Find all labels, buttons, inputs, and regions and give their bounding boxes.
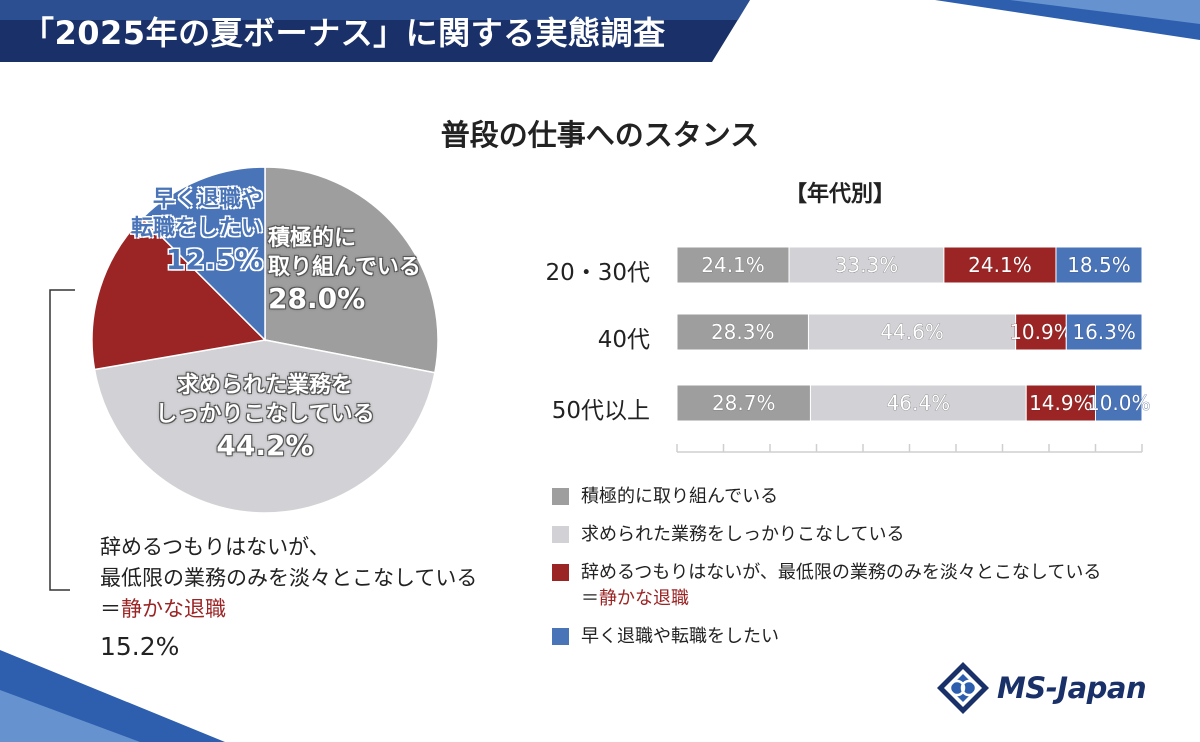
bar-segment-row0-quiet [943, 246, 1057, 284]
pie-label-normal-pct: 44.2% [216, 429, 314, 462]
legend-text-quiet-main: 辞めるつもりはないが、最低限の業務のみを淡々とこなしている [581, 562, 1102, 583]
bar-label-row0-quiet: 24.1% [968, 253, 1032, 277]
pie-slice-active [264, 166, 439, 374]
bar-segment-row0-quit [1055, 246, 1143, 284]
legend-swatch-quit [552, 628, 569, 645]
bar-label-row1-active: 28.3% [711, 320, 775, 344]
bar-label-row2-quiet: 14.9% [1029, 391, 1093, 415]
pie-label-active-line1: 積極的に [268, 226, 357, 251]
chart-title: 普段の仕事へのスタンス [440, 118, 760, 152]
header-banner: 「2025年の夏ボーナス」に関する実態調査 [0, 0, 750, 62]
bar-label-row2-active: 28.7% [712, 391, 776, 415]
legend: 積極的に取り組んでいる 求められた業務をしっかりこなしている 辞めるつもりはない… [552, 484, 1101, 662]
pie-label-quiet-line2: 最低限の業務のみを淡々とこなしている [100, 566, 478, 590]
ms-japan-logo-text: MS-Japan [997, 671, 1147, 705]
bar-segment-row1-quit [1065, 313, 1143, 351]
pie-label-quit-line1: 早く退職や [152, 187, 263, 212]
legend-item-quit: 早く退職や転職をしたい [552, 624, 1101, 650]
legend-text-quiet: 辞めるつもりはないが、最低限の業務のみを淡々とこなしている ＝静かな退職 [581, 560, 1101, 612]
pie-slice-quiet [91, 216, 267, 371]
bar-chart-title: 【年代別】 [785, 182, 896, 207]
pie-label-normal-line2: しっかりこなしている [155, 402, 375, 427]
pie-label-quiet-line1: 辞めるつもりはないが、 [100, 535, 330, 559]
corner-stripe-top-right-light [1010, 0, 1200, 24]
bar-label-row2-normal: 46.4% [887, 391, 951, 415]
pie-slice-quit [141, 166, 266, 342]
pie-label-quiet-prefix: ＝ [100, 597, 121, 621]
legend-text-quiet-prefix: ＝ [581, 588, 599, 609]
bar-row-label-40: 40代 [597, 327, 650, 353]
corner-stripe-bottom-left-light [0, 690, 140, 742]
bar-label-row0-active: 24.1% [701, 253, 765, 277]
legend-item-quiet: 辞めるつもりはないが、最低限の業務のみを淡々とこなしている ＝静かな退職 [552, 560, 1101, 612]
pie-label-quit: 早く退職や 転職をしたい 12.5% [103, 185, 263, 277]
legend-swatch-active [552, 488, 569, 505]
bar-label-row1-quiet: 10.9% [1009, 320, 1073, 344]
bar-segment-row2-quiet [1025, 384, 1096, 422]
ms-japan-logo: MS-Japan [935, 660, 1147, 716]
pie-label-quiet-pct: 15.2% [100, 632, 180, 661]
pie-label-active-line2: 取り組んでいる [268, 255, 421, 280]
bar-row-label-20-30: 20・30代 [545, 260, 650, 286]
legend-text-quit: 早く退職や転職をしたい [581, 626, 779, 647]
bar-segment-row0-active [676, 246, 790, 284]
header-banner-accent [0, 0, 750, 20]
legend-swatch-normal [552, 526, 569, 543]
pie-label-normal-line1: 求められた業務を [176, 373, 353, 398]
legend-swatch-quiet [552, 564, 569, 581]
bar-segment-row1-active [676, 313, 809, 351]
pie-label-quit-line2: 転職をしたい [130, 216, 263, 241]
header-title: 「2025年の夏ボーナス」に関する実態調査 [22, 14, 666, 52]
pie-slice-normal [93, 339, 436, 514]
bar-row-label-50: 50代以上 [551, 398, 650, 424]
bar-segment-row2-active [676, 384, 811, 422]
legend-item-normal: 求められた業務をしっかりこなしている [552, 522, 1101, 548]
ms-japan-logo-icon [937, 662, 989, 714]
bar-label-row2-quit: 10.0% [1087, 391, 1151, 415]
bar-label-row0-normal: 33.3% [835, 253, 899, 277]
bar-label-row1-normal: 44.6% [880, 320, 944, 344]
bar-label-row1-quit: 16.3% [1072, 320, 1136, 344]
pie-label-active: 積極的に 取り組んでいる 28.0% [268, 224, 421, 316]
pie-label-normal: 求められた業務を しっかりこなしている 44.2% [130, 371, 400, 463]
pie-label-quiet-suffix: 静かな退職 [121, 597, 226, 621]
bar-label-row0-quit: 18.5% [1067, 253, 1131, 277]
legend-item-active: 積極的に取り組んでいる [552, 484, 1101, 510]
bar-segment-row2-normal [809, 384, 1027, 422]
pie-label-quit-pct: 12.5% [165, 243, 263, 276]
legend-text-quiet-sub: 静かな退職 [599, 588, 689, 609]
bar-segment-row1-normal [807, 313, 1017, 351]
legend-text-normal: 求められた業務をしっかりこなしている [581, 524, 905, 545]
pie-label-quiet: 辞めるつもりはないが、 最低限の業務のみを淡々とこなしている ＝静かな退職 15… [100, 532, 477, 662]
bar-segment-row2-quit [1095, 384, 1143, 422]
pie-label-active-pct: 28.0% [268, 282, 366, 315]
quiet-quitting-leader-line [49, 289, 75, 591]
legend-text-active: 積極的に取り組んでいる [581, 486, 779, 507]
